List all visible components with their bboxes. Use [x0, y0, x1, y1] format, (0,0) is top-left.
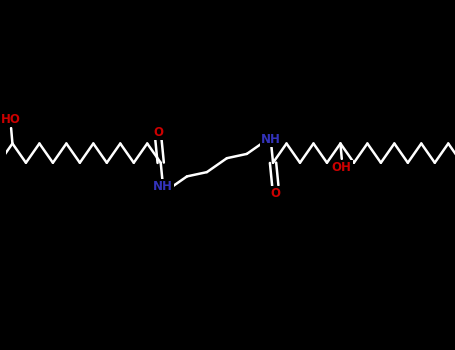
Text: HO: HO: [1, 113, 21, 126]
Text: NH: NH: [261, 133, 281, 146]
Text: O: O: [153, 126, 163, 139]
Text: NH: NH: [153, 180, 173, 193]
Text: OH: OH: [332, 161, 352, 174]
Text: O: O: [270, 187, 280, 200]
